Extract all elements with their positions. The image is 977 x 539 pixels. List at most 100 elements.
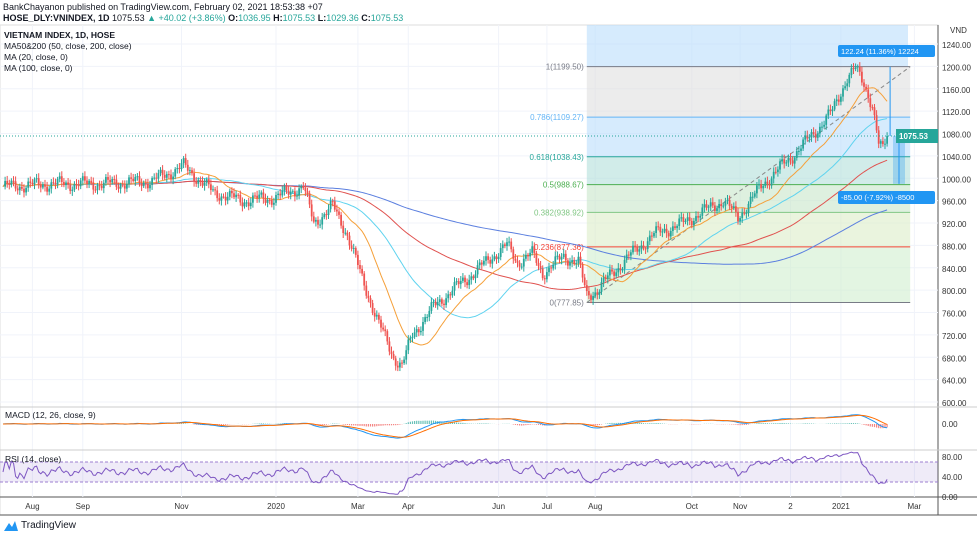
candle-body [92,182,95,190]
candle-body [422,321,424,331]
x-tick-label: Nov [174,502,188,511]
candle-body [663,228,666,232]
candle-body [336,209,338,212]
candle-body [842,88,844,97]
candle-body [445,298,447,306]
candle-body [674,226,676,229]
macd-histogram-bar [733,424,735,425]
macd-histogram-bar [348,424,351,426]
low-label: L: [317,13,327,23]
candle-body [543,278,546,280]
candle-body [462,277,464,281]
candle-body [552,264,555,269]
candle-body [46,186,48,192]
candle-body [546,272,548,280]
candle-body [707,206,710,208]
macd-histogram-bar [422,420,424,424]
macd-histogram-bar [598,424,600,426]
open-value: 1036.95 [238,13,271,23]
y-tick-label: 1200.00 [942,63,971,72]
x-tick-label: Jul [542,502,552,511]
candle-body [594,292,597,297]
candle-body [627,254,630,256]
fib-level-label: 0.382(938.92) [534,208,584,217]
macd-histogram-bar [359,424,361,426]
candle-body [207,179,210,185]
y-tick-label: 880.00 [942,242,967,251]
candle-body [499,248,502,257]
candle-body [726,199,729,202]
rsi-band [0,462,938,482]
candle-body [703,204,706,208]
macd-histogram-bar [420,420,422,424]
candle-body [197,179,200,184]
candle-body [128,177,130,184]
candle-body [359,265,361,269]
candle-body [630,252,632,256]
macd-label[interactable]: MACD (12, 26, close, 9) [5,410,96,420]
fib-level-label: 0(777.85) [550,299,585,308]
candle-body [711,202,714,206]
candle-body [579,256,582,265]
macd-histogram-bar [865,424,867,426]
last-price-label: 1075.53 [899,132,928,141]
candle-body [285,186,288,191]
macd-histogram-bar [657,423,659,424]
signal-line [2,414,888,438]
candle-body [468,279,471,286]
candle-body [714,205,716,211]
candle-body [537,262,540,266]
candle-body [98,185,101,187]
legend-ma100[interactable]: MA (100, close, 0) [4,63,73,73]
fib-zone [586,117,911,157]
candle-body [256,195,258,199]
candle-body [781,159,783,162]
macd-histogram-bar [397,424,399,426]
candle-body [777,169,779,173]
macd-histogram-bar [848,423,850,424]
candle-body [453,282,456,291]
candle-body [237,194,240,196]
candle-body [165,174,168,178]
tradingview-logo[interactable]: TradingView [4,520,76,531]
macd-histogram-bar [535,424,537,425]
macd-histogram-bar [873,424,876,428]
measure-down-badge [838,191,935,204]
candle-body [667,233,670,237]
candle-body [258,194,261,199]
macd-histogram-bar [464,423,466,424]
candle-body [806,135,809,139]
legend-ma20[interactable]: MA (20, close, 0) [4,52,68,62]
candle-body [531,246,534,253]
candle-body [554,256,557,265]
candle-body [369,298,372,304]
candle-body [623,259,626,269]
candle-body [613,271,615,276]
candle-body [522,258,525,267]
candle-body [233,193,235,198]
candle-body [247,202,250,207]
candle-body [514,258,517,261]
y-tick-label: 960.00 [942,198,967,207]
legend-ma50-200[interactable]: MA50&200 (50, close, 200, close) [4,41,132,51]
rsi-label[interactable]: RSI (14, close) [5,454,62,464]
candle-body [31,182,34,185]
candle-body [407,339,410,351]
macd-histogram-bar [428,420,430,424]
candle-body [533,246,536,253]
candle-body [766,181,769,184]
macd-histogram-bar [367,424,369,427]
macd-histogram-bar [483,423,485,424]
candle-body [760,184,762,189]
candle-body [438,299,441,302]
macd-histogram-bar [193,424,195,425]
candle-body [157,173,160,179]
candle-body [161,169,164,175]
candle-body [203,182,206,186]
macd-histogram-bar [369,424,372,427]
candle-body [512,249,515,259]
candle-body [310,204,313,217]
candle-body [732,206,735,208]
macd-histogram-bar [655,423,657,424]
